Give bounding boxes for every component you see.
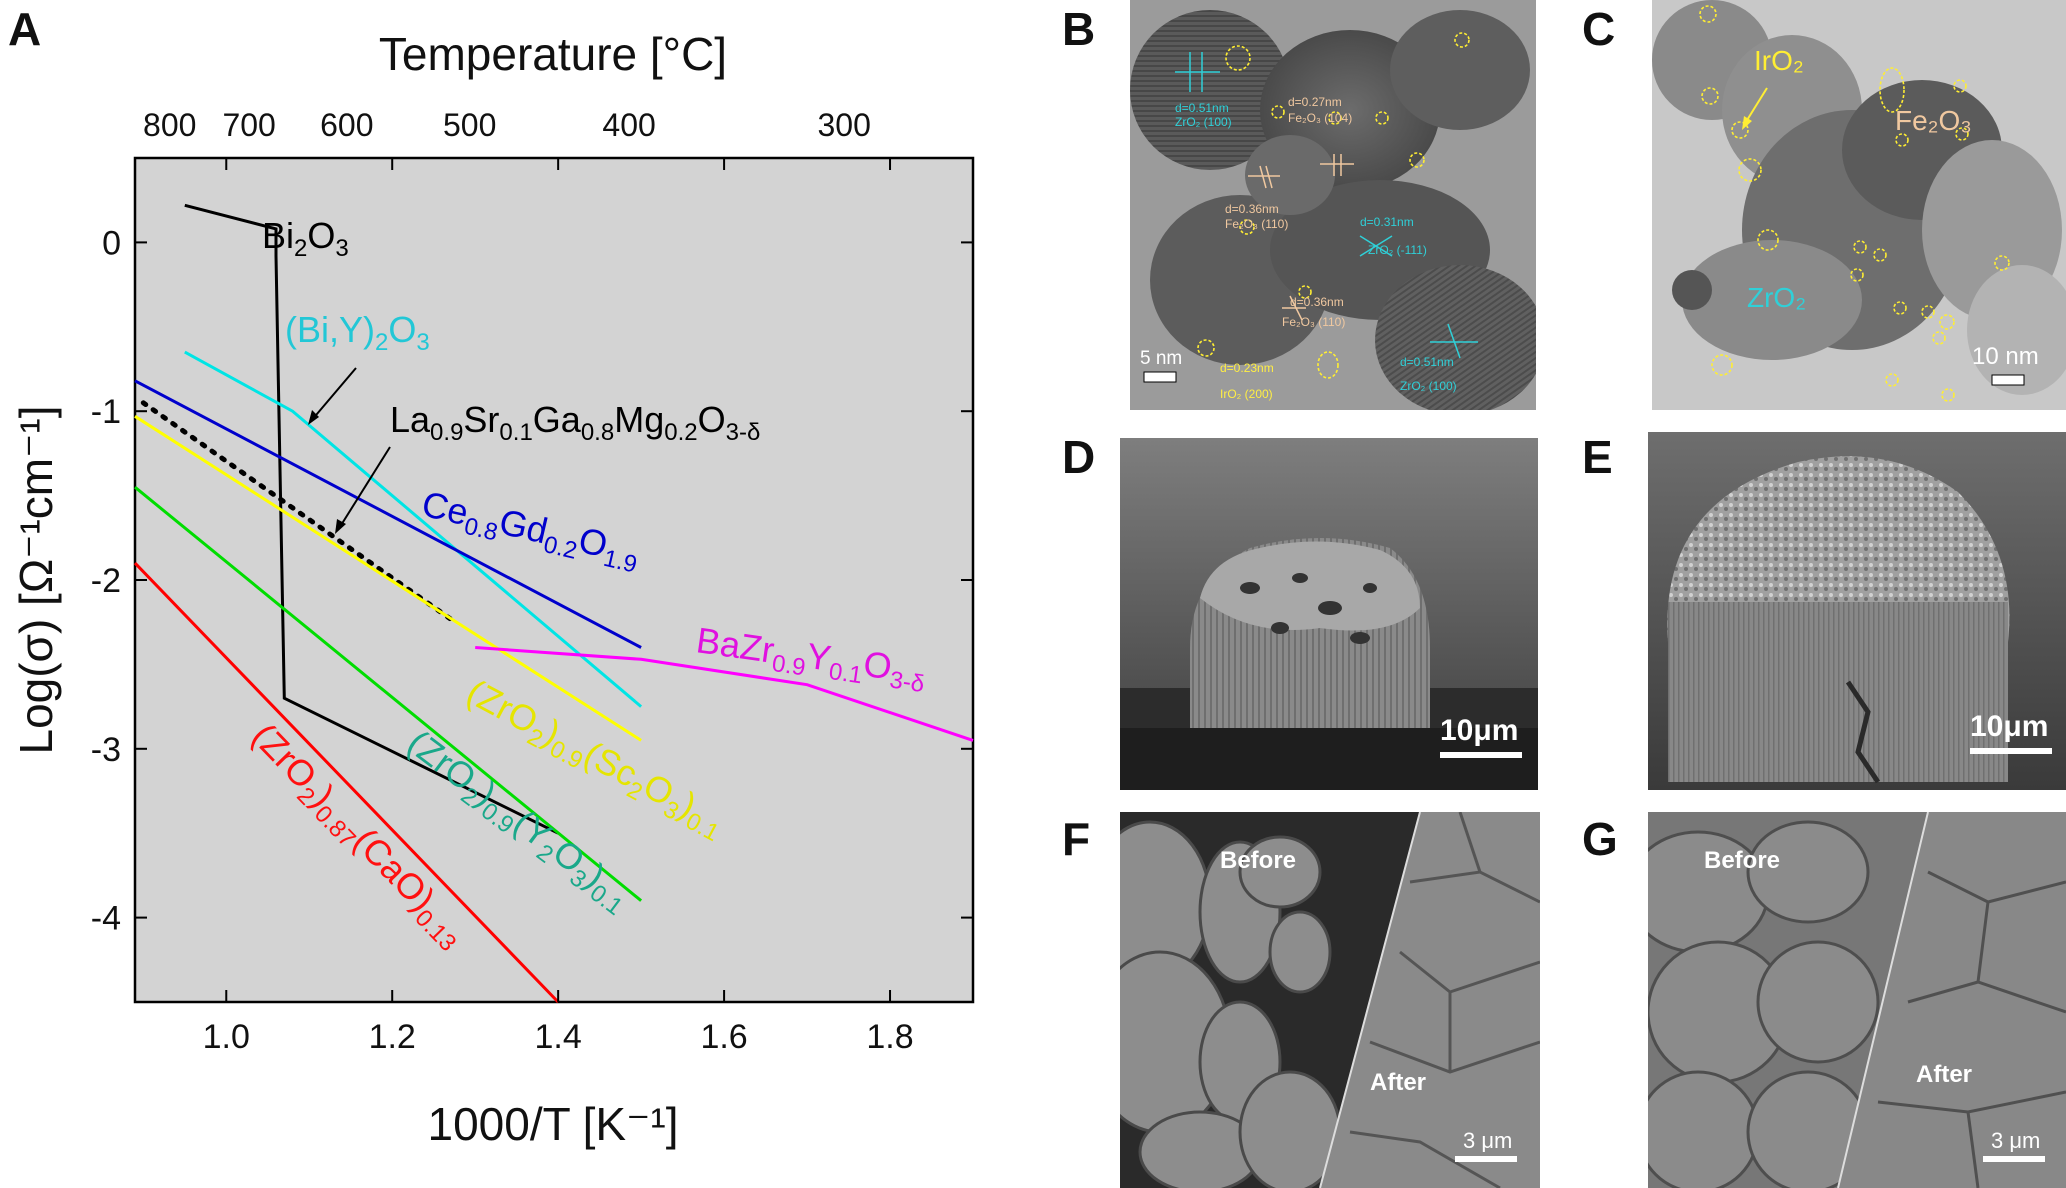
b-label-2: ZrO₂ (100)	[1175, 115, 1232, 129]
sem-image-d: 10μm	[1120, 438, 1538, 790]
f-scale-bar	[1455, 1156, 1517, 1162]
panel-label-f: F	[1062, 813, 1091, 865]
g-after-label: After	[1916, 1061, 1972, 1088]
series-line-6	[133, 562, 560, 1004]
tem-image-c: IrO₂ Fe₂O₃ ZrO₂ 10 nm	[1652, 0, 2066, 410]
series-line-4	[134, 415, 642, 742]
y-tick-label: -4	[91, 900, 121, 938]
label-lsgm: La0.9Sr0.1Ga0.8Mg0.2O3-δ	[390, 399, 760, 446]
y-tick-label: -3	[91, 731, 121, 769]
e-scale-bar	[1970, 748, 2052, 754]
series-line-7	[475, 646, 974, 742]
b-label-10: Fe₂O₃ (110)	[1282, 315, 1345, 329]
top-axis-title: Temperature [°C]	[379, 28, 727, 80]
arrow-head-lsgm	[335, 519, 346, 534]
x-axis-ticks: 1.0 1.2 1.4 1.6 1.8	[203, 158, 914, 1056]
label-biy2o3: (Bi,Y)2O3	[285, 309, 430, 356]
panel-label-c: C	[1582, 3, 1616, 55]
b-label-1: d=0.51nm	[1175, 101, 1229, 115]
b-label-14: ZrO₂ (100)	[1400, 379, 1457, 393]
b-label-7: d=0.31nm	[1360, 215, 1414, 229]
b-label-12: IrO₂ (200)	[1220, 387, 1273, 401]
g-scale-label: 3 μm	[1991, 1128, 2040, 1153]
b-label-4: Fe₂O₃ (104)	[1288, 111, 1352, 125]
b-label-6: Fe₂O₃ (110)	[1225, 217, 1288, 231]
series-line-5	[134, 486, 643, 902]
series-line-2	[134, 379, 642, 649]
b-scale-bar	[1143, 371, 1177, 383]
y-tick-label: -1	[91, 393, 121, 431]
sem-image-f: Before After 3 μm	[1120, 812, 1540, 1188]
b-label-3: d=0.27nm	[1288, 95, 1342, 109]
g-before-label: Before	[1704, 847, 1780, 874]
y-axis-ticks: 0 -1 -2 -3 -4	[91, 224, 973, 938]
b-scale-label: 5 nm	[1140, 348, 1182, 369]
series-line-0	[184, 203, 559, 835]
sem-image-e: 10μm	[1648, 432, 2066, 790]
f-before-label: Before	[1220, 847, 1296, 874]
c-label-iro2: IrO₂	[1754, 45, 1804, 76]
top-tick-label: 300	[817, 107, 870, 143]
b-label-8: ZrO₂ (-111)	[1368, 243, 1427, 257]
y-tick-label: 0	[102, 224, 121, 262]
sem-image-g: Before After 3 μm	[1648, 812, 2066, 1188]
x-tick-label: 1.0	[203, 1018, 250, 1056]
arrow-head-biy2o3	[308, 410, 319, 425]
x-axis-title: 1000/T [K⁻¹]	[427, 1098, 678, 1150]
plot-area	[133, 156, 975, 1004]
top-tick-label: 400	[602, 107, 655, 143]
x-tick-label: 1.8	[866, 1018, 913, 1056]
d-scale-label: 10μm	[1440, 714, 1518, 747]
label-bi2o3: Bi2O3	[262, 215, 349, 262]
series-line-1	[184, 350, 643, 708]
panel-label-b: B	[1062, 3, 1096, 55]
b-label-13: d=0.51nm	[1400, 355, 1454, 369]
panel-label-e: E	[1582, 431, 1613, 483]
tem-image-b: d=0.51nm ZrO₂ (100) d=0.27nm Fe₂O₃ (104)…	[1130, 0, 1536, 410]
panel-label-g: G	[1582, 813, 1618, 865]
conductivity-chart: 1.0 1.2 1.4 1.6 1.8 0 -1 -2 -3 -4 800 700 600 500 40…	[10, 28, 975, 1150]
label-bzy: BaZr0.9Y0.1O3-δ	[693, 619, 929, 698]
g-scale-bar	[1983, 1156, 2045, 1162]
top-tick-label: 500	[443, 107, 496, 143]
series-layer	[133, 203, 974, 1004]
x-tick-label: 1.2	[369, 1018, 416, 1056]
c-label-zro2: ZrO₂	[1747, 282, 1806, 313]
b-label-9: d=0.36nm	[1290, 295, 1344, 309]
c-label-fe2o3: Fe₂O₃	[1895, 105, 1972, 136]
x-tick-label: 1.4	[535, 1018, 582, 1056]
e-scale-label: 10μm	[1970, 710, 2048, 743]
top-tick-label: 700	[222, 107, 275, 143]
c-scale-label: 10 nm	[1972, 343, 2039, 370]
d-scale-bar	[1440, 752, 1522, 758]
series-line-3	[140, 400, 453, 622]
arrow-lsgm	[337, 446, 391, 531]
panel-label-d: D	[1062, 431, 1096, 483]
top-axis-ticks: 800 700 600 500 400 300	[143, 107, 871, 143]
top-tick-label: 600	[320, 107, 373, 143]
f-scale-label: 3 μm	[1463, 1128, 1512, 1153]
top-tick-label: 800	[143, 107, 196, 143]
f-after-label: After	[1370, 1069, 1426, 1096]
y-axis-title: Log(σ) [Ω⁻¹cm⁻¹]	[10, 405, 62, 754]
x-tick-label: 1.6	[700, 1018, 747, 1056]
arrow-biy2o3	[310, 367, 357, 422]
panel-label-a: A	[8, 3, 42, 55]
b-label-5: d=0.36nm	[1225, 202, 1279, 216]
b-label-11: d=0.23nm	[1220, 361, 1274, 375]
y-tick-label: -2	[91, 562, 121, 600]
c-scale-bar	[1991, 374, 2025, 386]
